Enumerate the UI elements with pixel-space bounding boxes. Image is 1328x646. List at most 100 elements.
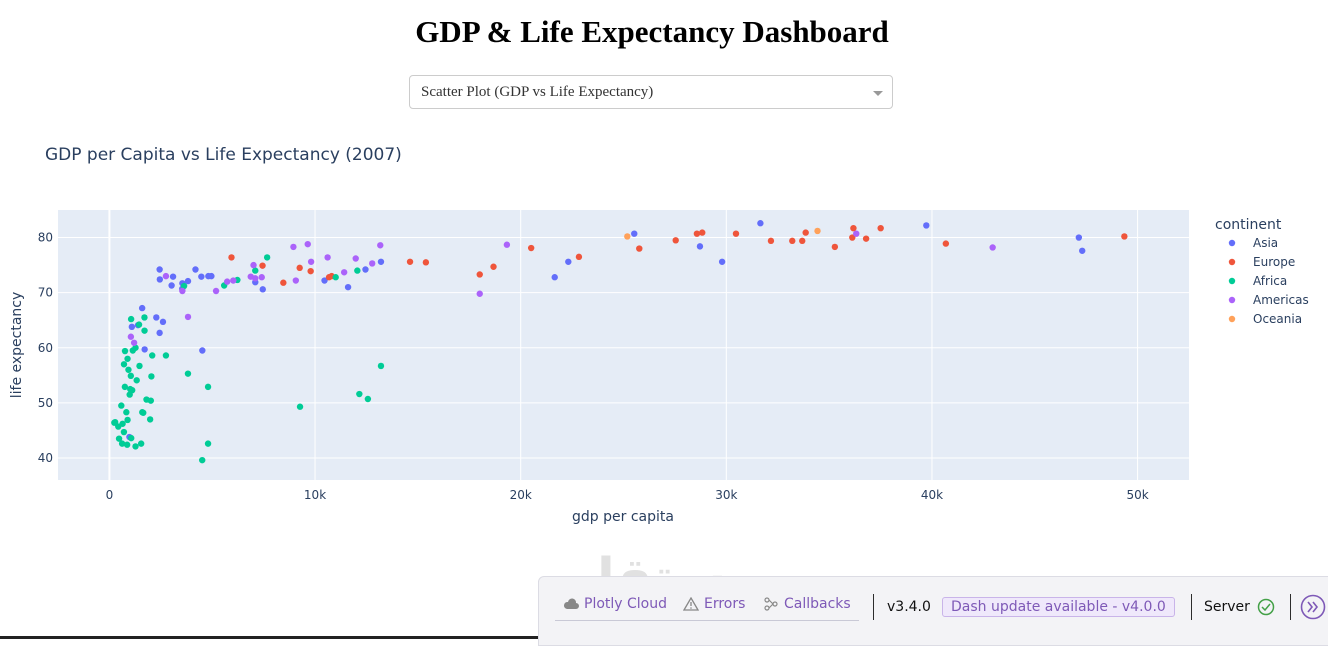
data-point[interactable] (129, 347, 136, 354)
data-point[interactable] (718, 258, 726, 265)
data-point[interactable] (1121, 233, 1128, 240)
data-point[interactable] (321, 277, 328, 284)
data-point[interactable] (853, 230, 860, 237)
data-point[interactable] (212, 287, 220, 295)
data-point[interactable] (699, 229, 706, 236)
data-point[interactable] (377, 362, 385, 370)
data-point[interactable] (527, 244, 535, 252)
data-point[interactable] (672, 237, 679, 244)
chart-type-dropdown[interactable]: Scatter Plot (GDP vs Life Expectancy) (409, 75, 893, 109)
data-point[interactable] (128, 434, 135, 442)
data-point[interactable] (115, 435, 123, 442)
data-point[interactable] (128, 323, 136, 331)
data-point[interactable] (156, 276, 164, 283)
update-available-badge[interactable]: Dash update available - v4.0.0 (942, 597, 1175, 617)
chevron-down-icon[interactable] (873, 91, 883, 96)
data-point[interactable] (148, 373, 155, 380)
callbacks-button[interactable]: Callbacks (763, 596, 851, 612)
data-point[interactable] (364, 395, 372, 403)
data-point[interactable] (127, 315, 135, 323)
data-point[interactable] (296, 264, 303, 272)
data-point[interactable] (767, 237, 775, 245)
data-point[interactable] (223, 278, 231, 285)
data-point[interactable] (123, 441, 131, 448)
data-point[interactable] (406, 258, 414, 265)
data-point[interactable] (180, 282, 188, 290)
data-point[interactable] (259, 286, 266, 293)
legend-item-europe[interactable]: Europe (1228, 255, 1295, 269)
data-point[interactable] (147, 397, 155, 404)
data-point[interactable] (575, 253, 583, 261)
data-point[interactable] (802, 229, 809, 236)
data-point[interactable] (136, 362, 143, 370)
data-point[interactable] (132, 443, 139, 450)
data-point[interactable] (120, 361, 128, 368)
data-point[interactable] (146, 416, 154, 423)
data-point[interactable] (137, 440, 145, 447)
legend-item-africa[interactable]: Africa (1228, 274, 1287, 288)
data-point[interactable] (141, 314, 148, 321)
data-point[interactable] (263, 254, 271, 261)
data-point[interactable] (814, 227, 821, 235)
data-point[interactable] (120, 428, 128, 436)
data-point[interactable] (124, 355, 131, 362)
expand-devtools-icon[interactable] (1300, 594, 1326, 620)
data-point[interactable] (118, 440, 126, 447)
data-point[interactable] (636, 245, 643, 252)
data-point[interactable] (138, 304, 146, 312)
data-point[interactable] (133, 377, 140, 384)
data-point[interactable] (130, 339, 138, 346)
data-point[interactable] (230, 277, 237, 284)
data-point[interactable] (422, 259, 430, 266)
data-point[interactable] (121, 347, 129, 355)
data-point[interactable] (153, 314, 160, 321)
data-point[interactable] (184, 277, 192, 285)
errors-button[interactable]: Errors (683, 596, 745, 612)
data-point[interactable] (127, 372, 135, 380)
data-point[interactable] (119, 420, 126, 427)
data-point[interactable] (624, 233, 631, 240)
data-point[interactable] (123, 409, 130, 416)
data-point[interactable] (354, 267, 361, 274)
data-point[interactable] (989, 244, 996, 251)
data-point[interactable] (490, 263, 497, 270)
data-point[interactable] (118, 402, 125, 409)
legend-item-asia[interactable]: Asia (1228, 236, 1278, 250)
data-point[interactable] (850, 224, 857, 232)
data-point[interactable] (140, 409, 147, 416)
data-point[interactable] (732, 230, 740, 237)
data-point[interactable] (307, 267, 314, 275)
data-point[interactable] (831, 243, 839, 251)
data-point[interactable] (135, 321, 143, 328)
data-point[interactable] (252, 267, 259, 274)
data-point[interactable] (192, 266, 199, 273)
data-point[interactable] (476, 290, 483, 297)
legend[interactable]: Asia Europe Africa Americas Oceania (1228, 236, 1309, 326)
data-point[interactable] (377, 242, 384, 249)
data-point[interactable] (799, 237, 806, 245)
data-point[interactable] (141, 327, 148, 334)
data-point[interactable] (184, 313, 192, 321)
legend-item-americas[interactable]: Americas (1228, 293, 1309, 307)
data-point[interactable] (141, 346, 148, 353)
data-point[interactable] (631, 230, 638, 237)
data-point[interactable] (258, 274, 265, 281)
data-point[interactable] (290, 243, 297, 251)
data-point[interactable] (204, 383, 212, 391)
data-point[interactable] (156, 266, 163, 273)
data-point[interactable] (292, 277, 300, 284)
data-point[interactable] (565, 258, 572, 265)
data-point[interactable] (127, 385, 134, 393)
data-point[interactable] (156, 329, 163, 337)
data-point[interactable] (111, 419, 118, 426)
data-point[interactable] (849, 234, 856, 241)
plotly-cloud-button[interactable]: Plotly Cloud (563, 596, 667, 612)
data-point[interactable] (324, 254, 331, 261)
data-point[interactable] (280, 279, 287, 286)
data-point[interactable] (204, 440, 212, 447)
data-point[interactable] (368, 260, 376, 267)
data-point[interactable] (693, 230, 701, 237)
data-point[interactable] (259, 262, 266, 269)
data-point[interactable] (476, 271, 483, 278)
scatter-chart[interactable]: GDP per Capita vs Life Expectancy (2007)… (0, 120, 1328, 540)
